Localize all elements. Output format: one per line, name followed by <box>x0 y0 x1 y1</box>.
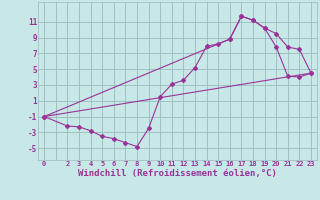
X-axis label: Windchill (Refroidissement éolien,°C): Windchill (Refroidissement éolien,°C) <box>78 169 277 178</box>
